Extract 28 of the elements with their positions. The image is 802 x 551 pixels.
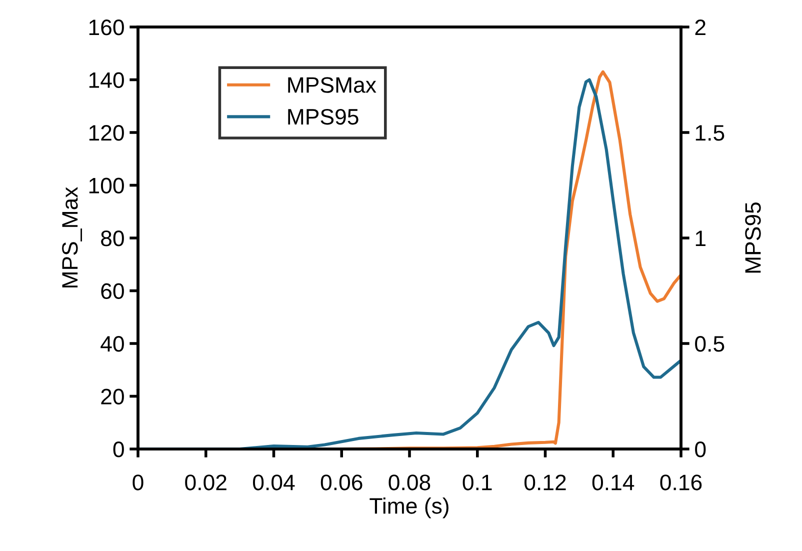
- y-tick-label: 20: [101, 388, 124, 405]
- legend-label: MPS95: [288, 108, 358, 125]
- y-tick-label: 160: [89, 20, 124, 36]
- x-tick-label: 0.04: [252, 474, 295, 490]
- y-tick-label: 80: [101, 230, 124, 246]
- y2-tick-label: 2: [695, 20, 706, 36]
- y-axis-title: MPS_Max: [62, 186, 82, 288]
- y2-tick-label: 0: [695, 442, 706, 458]
- x-tick-label: 0.16: [660, 474, 702, 490]
- y-tick-label: 120: [89, 125, 124, 141]
- x-axis-title: Time (s): [370, 497, 448, 518]
- x-tick-label: 0.02: [185, 474, 226, 490]
- x-tick-label: 0.06: [320, 474, 362, 490]
- x-tick-label: 0: [132, 474, 144, 490]
- x-tick-label: 0.14: [592, 474, 634, 490]
- y2-axis-title: MPS95: [745, 202, 761, 273]
- y-tick-label: 0: [113, 442, 124, 458]
- y2-tick-label: 1: [696, 230, 706, 246]
- legend-label: MPSMax: [288, 77, 376, 93]
- y2-tick-label: 1.5: [696, 125, 724, 141]
- x-tick-label: 0.1: [462, 474, 492, 490]
- y2-tick-label: 0.5: [695, 336, 724, 352]
- x-tick-label: 0.08: [388, 474, 430, 490]
- y-tick-label: 100: [89, 178, 124, 194]
- y-tick-label: 40: [100, 336, 124, 352]
- y-tick-label: 140: [89, 72, 124, 88]
- x-tick-label: 0.12: [524, 474, 566, 490]
- y-tick-label: 60: [101, 283, 124, 300]
